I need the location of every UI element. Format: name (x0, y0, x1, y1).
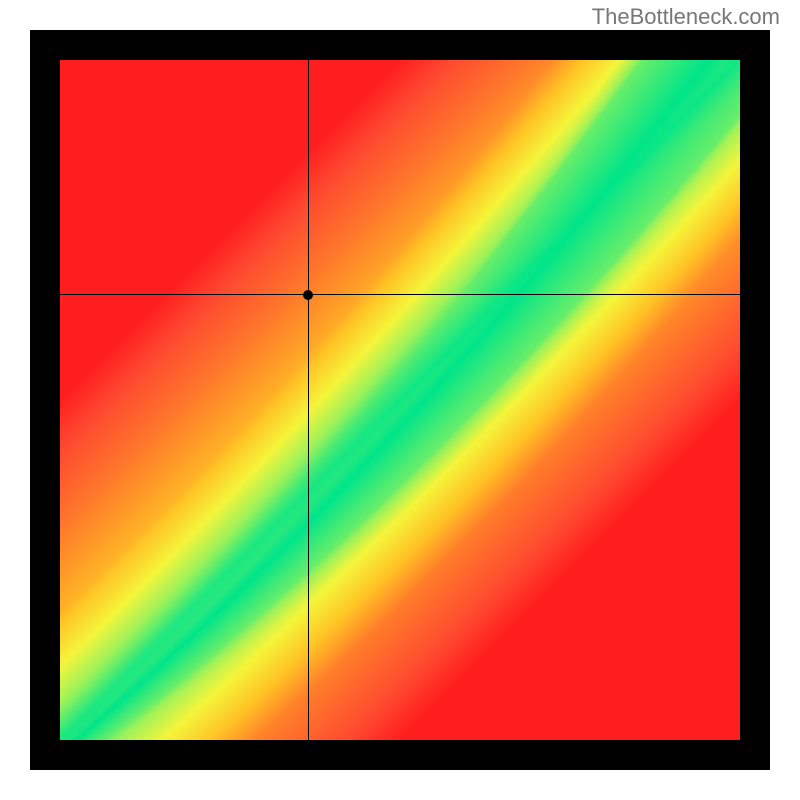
crosshair-vertical (308, 60, 309, 740)
plot-area (60, 60, 740, 740)
root: TheBottleneck.com (0, 0, 800, 800)
watermark-text: TheBottleneck.com (592, 4, 780, 30)
heatmap-canvas (60, 60, 740, 740)
crosshair-horizontal (60, 294, 740, 295)
crosshair-marker (303, 290, 313, 300)
chart-frame (30, 30, 770, 770)
